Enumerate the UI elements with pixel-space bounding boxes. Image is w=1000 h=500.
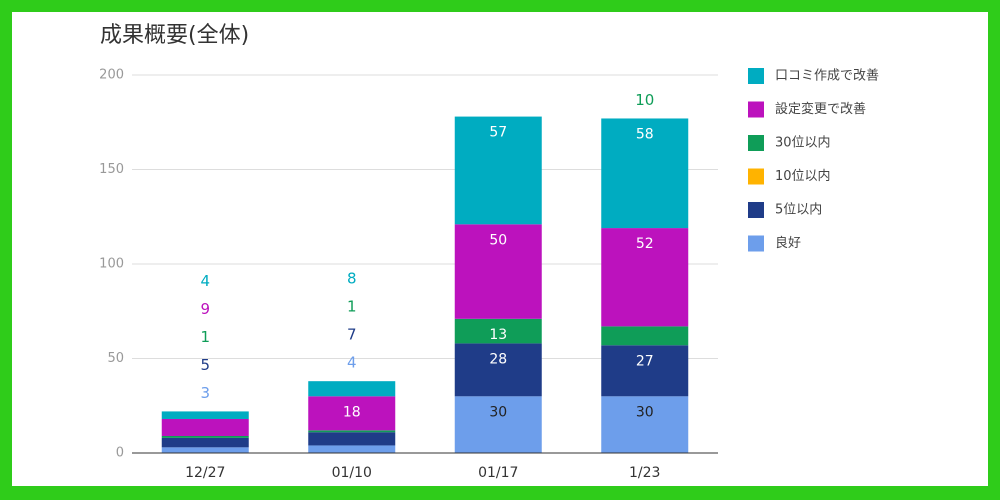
bar-segment: [308, 432, 396, 446]
value-label: 5: [200, 356, 210, 374]
legend-label: 設定変更で改善: [775, 101, 866, 117]
legend-label: 30位以内: [775, 135, 831, 151]
value-label: 27: [636, 353, 654, 369]
bar-segment: [308, 381, 396, 397]
legend-label: 10位以内: [775, 168, 831, 184]
bar-segment: [161, 437, 249, 448]
value-label: 57: [489, 125, 507, 141]
bar-segment: [454, 318, 542, 344]
value-label: 30: [489, 404, 507, 420]
legend-swatch: [748, 101, 764, 118]
legend-swatch: [748, 168, 764, 185]
value-label: 7: [347, 326, 357, 344]
value-label: 3: [200, 384, 210, 402]
value-label: 50: [489, 232, 507, 248]
value-label: 4: [200, 272, 210, 290]
value-label: 9: [200, 300, 210, 318]
bar-segment: [161, 418, 249, 436]
bar-segment: [308, 396, 396, 431]
y-tick-label: 200: [99, 68, 124, 83]
chart-title: 成果概要(全体): [100, 23, 249, 48]
value-label: 10: [635, 91, 654, 109]
bar-segment: [454, 116, 542, 225]
bar-segment: [161, 447, 249, 453]
legend-swatch: [748, 135, 764, 151]
x-tick-label: 01/10: [332, 465, 372, 481]
bar-segment: [601, 118, 689, 229]
value-label: 52: [636, 236, 654, 252]
legend-swatch: [748, 68, 764, 84]
y-tick-label: 100: [99, 257, 124, 272]
bar-segment: [601, 326, 689, 346]
bar-segment: [161, 435, 249, 438]
bar-segment: [601, 345, 689, 397]
x-tick-label: 01/17: [478, 465, 518, 481]
x-tick-label: 1/23: [629, 465, 660, 481]
y-tick-label: 50: [107, 351, 124, 366]
legend-label: 5位以内: [775, 202, 822, 218]
bar-segment: [308, 430, 396, 433]
value-label: 18: [343, 404, 361, 420]
y-tick-label: 0: [116, 446, 124, 461]
legend-label: 口コミ作成で改善: [775, 68, 879, 84]
bar-segment: [454, 224, 542, 319]
bar-segment: [454, 396, 542, 453]
bar-segment: [161, 411, 249, 419]
value-label: 1: [347, 298, 357, 316]
bar-segment: [601, 396, 689, 453]
y-tick-label: 150: [99, 162, 124, 177]
legend-swatch: [748, 202, 764, 218]
value-label: 8: [347, 270, 357, 288]
value-label: 1: [200, 328, 210, 346]
value-label: 28: [489, 351, 507, 367]
legend-swatch: [748, 235, 764, 252]
value-label: 13: [489, 327, 507, 343]
bar-segment: [308, 445, 396, 453]
bar-segment: [601, 228, 689, 327]
x-tick-label: 12/27: [185, 465, 225, 481]
value-label: 4: [347, 354, 357, 372]
value-label: 58: [636, 126, 654, 142]
legend-label: 良好: [775, 235, 801, 251]
value-label: 30: [636, 404, 654, 420]
bar-segment: [454, 343, 542, 397]
